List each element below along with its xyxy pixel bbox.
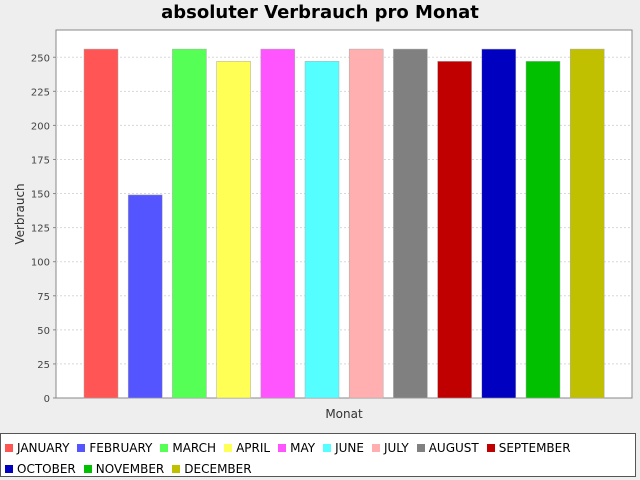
legend-label: FEBRUARY xyxy=(89,440,153,455)
legend-item-september: SEPTEMBER xyxy=(486,437,571,458)
bar-may xyxy=(260,48,296,399)
bar-january xyxy=(83,48,119,399)
legend-label: MAY xyxy=(290,440,316,455)
legend-label: JULY xyxy=(383,440,409,455)
legend-item-june: JUNE xyxy=(323,437,364,458)
x-axis-label: Monat xyxy=(325,407,363,421)
legend-swatch xyxy=(278,443,287,452)
y-axis-label: Verbrauch xyxy=(13,183,27,244)
y-tick-label: 50 xyxy=(37,326,50,337)
legend-swatch xyxy=(416,443,425,452)
legend-label: NOVEMBER xyxy=(95,461,165,476)
legend-label: OCTOBER xyxy=(17,461,76,476)
legend-swatch xyxy=(160,443,169,452)
legend: JANUARY FEBRUARY MARCH APRIL MAY JUNE JULY AUGU… xyxy=(0,433,636,477)
bar-september xyxy=(437,61,472,399)
legend-item-august: AUGUST xyxy=(416,437,479,458)
bar-november xyxy=(525,61,561,399)
y-tick-label: 0 xyxy=(44,394,50,405)
legend-swatch xyxy=(5,464,13,473)
bar-april xyxy=(216,61,251,399)
y-tick-label: 125 xyxy=(31,224,50,235)
y-tick-label: 25 xyxy=(37,360,50,371)
bars xyxy=(83,48,605,399)
legend-swatch xyxy=(224,443,233,452)
y-tick-label: 175 xyxy=(31,155,50,166)
legend-item-april: APRIL xyxy=(224,437,270,458)
legend-label: DECEMBER xyxy=(184,461,252,476)
bar-december xyxy=(569,48,605,399)
legend-swatch xyxy=(486,443,495,452)
legend-label: MARCH xyxy=(172,440,217,455)
bar-july xyxy=(348,48,384,399)
bar-june xyxy=(304,61,340,399)
y-tick-label: 150 xyxy=(31,190,50,201)
y-axis-ticks: 0 25 50 75 100 125 150 175 200 225 250 xyxy=(31,53,56,405)
bar-october xyxy=(481,48,517,399)
legend-swatch xyxy=(371,443,380,452)
y-tick-label: 75 xyxy=(37,292,50,303)
y-tick-label: 200 xyxy=(31,121,50,132)
legend-label: SEPTEMBER xyxy=(498,440,571,455)
y-tick-label: 250 xyxy=(31,53,50,64)
legend-label: APRIL xyxy=(236,440,271,455)
bar-february xyxy=(127,194,163,399)
legend-swatch xyxy=(172,464,181,473)
legend-item-july: JULY xyxy=(371,437,409,458)
legend-item-may: MAY xyxy=(278,437,315,458)
legend-swatch xyxy=(323,443,332,452)
legend-item-december: DECEMBER xyxy=(172,458,252,479)
legend-item-january: JANUARY xyxy=(5,437,69,458)
bar-august xyxy=(393,48,428,399)
legend-label: JANUARY xyxy=(17,440,70,455)
legend-swatch xyxy=(77,443,86,452)
chart-title: absoluter Verbrauch pro Monat xyxy=(161,2,479,23)
y-tick-label: 100 xyxy=(31,258,50,269)
legend-label: AUGUST xyxy=(428,440,479,455)
y-tick-label: 225 xyxy=(31,87,50,98)
legend-item-november: NOVEMBER xyxy=(83,458,165,479)
legend-swatch xyxy=(5,443,13,452)
legend-item-march: MARCH xyxy=(160,437,216,458)
legend-label: JUNE xyxy=(335,440,364,455)
bar-chart: 0 25 50 75 100 125 150 175 200 225 250 Verbrauch M… xyxy=(13,29,633,421)
legend-swatch xyxy=(83,464,92,473)
legend-item-october: OCTOBER xyxy=(5,458,76,479)
legend-item-february: FEBRUARY xyxy=(77,437,152,458)
bar-march xyxy=(172,48,207,399)
